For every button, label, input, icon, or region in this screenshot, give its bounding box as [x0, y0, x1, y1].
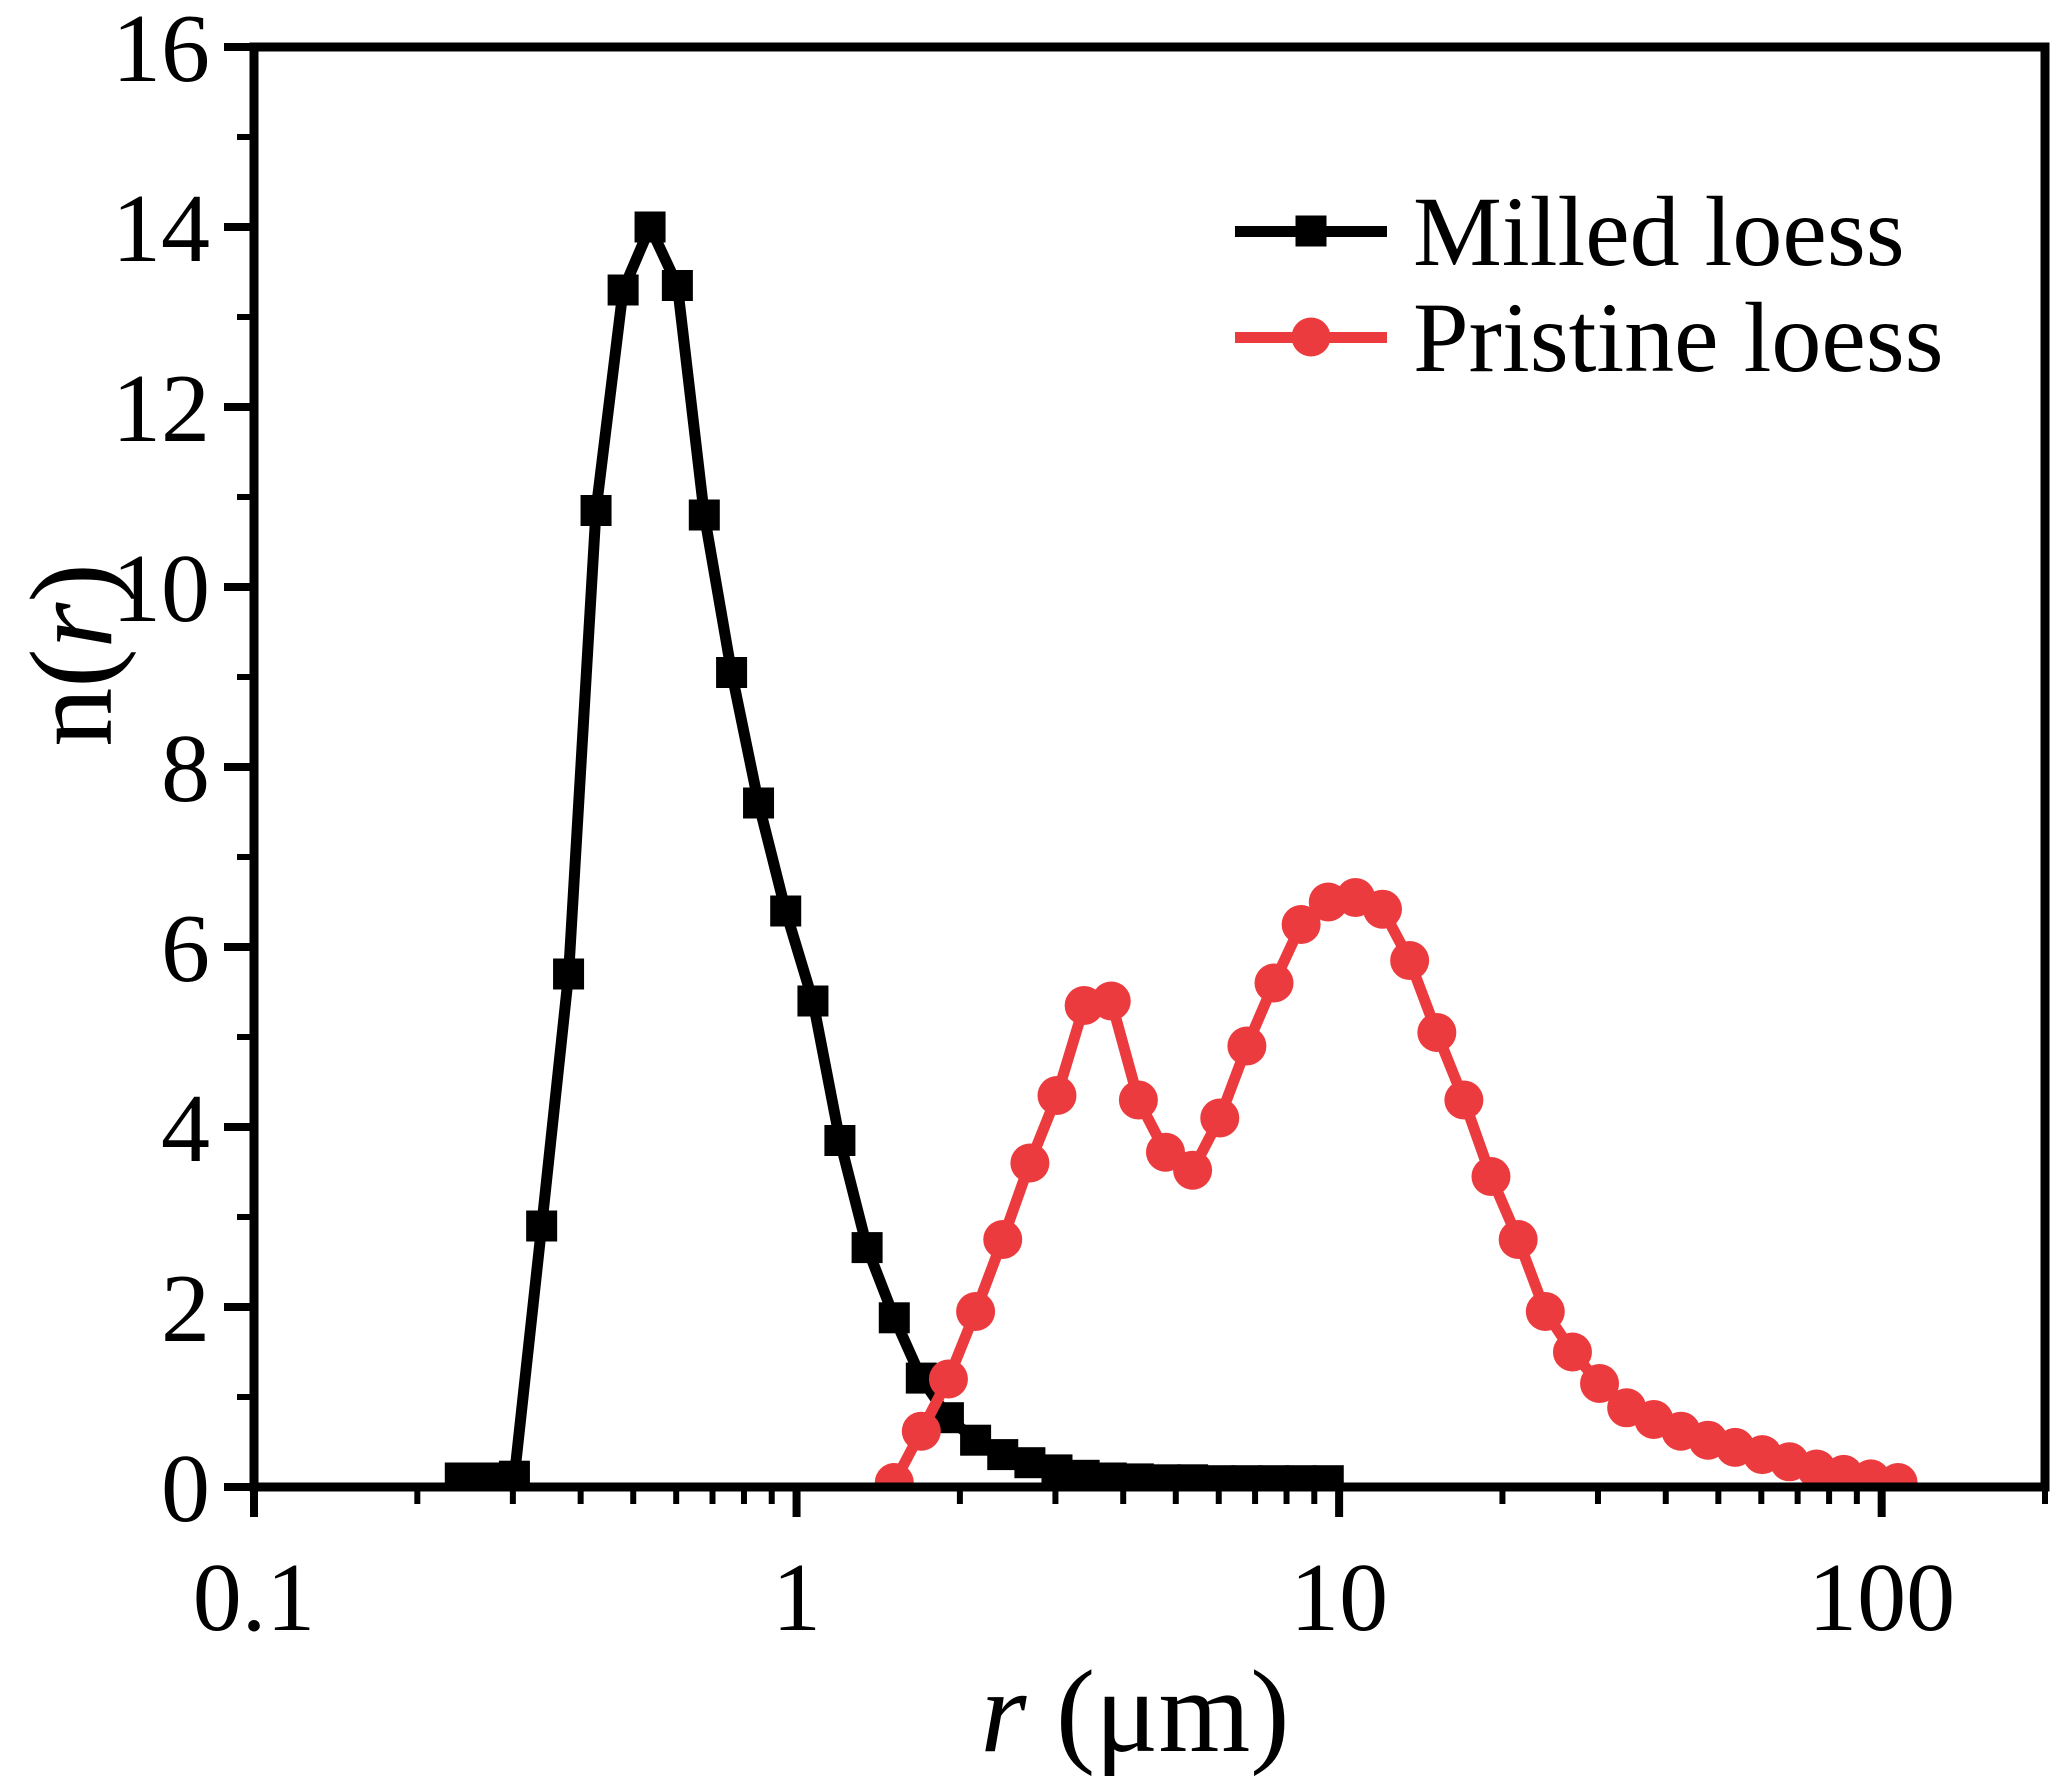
- data-point-square: [770, 895, 802, 927]
- data-point-circle: [1200, 1098, 1240, 1138]
- data-point-square: [607, 274, 639, 306]
- data-point-circle: [1091, 981, 1131, 1021]
- data-point-square: [1149, 1464, 1181, 1487]
- data-point-square: [1041, 1454, 1073, 1486]
- data-point-square: [987, 1439, 1019, 1471]
- data-point-square: [1122, 1463, 1154, 1487]
- data-point-square: [743, 787, 775, 819]
- data-point-square: [1204, 1465, 1236, 1487]
- data-point-square: [1231, 1465, 1263, 1487]
- data-point-square: [716, 657, 748, 688]
- y-tick-label: 16: [112, 0, 210, 103]
- legend-label-pristine-loess: Pristine loess: [1413, 281, 1944, 393]
- data-point-circle: [1552, 1332, 1592, 1372]
- data-point-square: [526, 1210, 558, 1242]
- legend-sample-pristine: [1235, 307, 1387, 367]
- data-point-square: [688, 499, 720, 531]
- y-axis-title-suffix: ): [6, 563, 137, 603]
- data-point-square: [824, 1125, 856, 1156]
- data-point-square: [797, 985, 829, 1017]
- data-point-circle: [1498, 1220, 1538, 1259]
- data-point-circle: [983, 1220, 1023, 1259]
- x-tick-label: 100: [1808, 1544, 1955, 1652]
- y-tick-label: 6: [161, 895, 210, 1003]
- x-axis-title-variable: r: [980, 1646, 1027, 1777]
- y-axis-title-variable: r: [6, 602, 137, 649]
- data-point-square: [1312, 1465, 1344, 1487]
- data-point-circle: [901, 1411, 941, 1451]
- legend-item-milled-loess: Milled loess: [1235, 176, 1944, 287]
- data-point-circle: [1390, 941, 1430, 980]
- data-point-circle: [1417, 1013, 1457, 1052]
- data-point-square: [878, 1302, 910, 1334]
- data-point-circle: [1173, 1150, 1213, 1190]
- y-tick-label: 10: [112, 535, 210, 643]
- y-axis-title-prefix: n(: [6, 648, 137, 747]
- data-point-square: [1014, 1447, 1046, 1479]
- legend-label-milled-loess: Milled loess: [1413, 175, 1905, 287]
- y-axis-title: n(r): [4, 563, 140, 747]
- legend: Milled loess Pristine loess: [1235, 176, 1944, 393]
- series-milled-loess: [444, 211, 1344, 1487]
- data-point-circle: [1281, 905, 1321, 944]
- data-point-circle: [1878, 1463, 1918, 1487]
- data-point-square: [580, 495, 612, 526]
- data-point-circle: [928, 1359, 968, 1399]
- data-point-circle: [1525, 1292, 1565, 1331]
- data-point-square: [1258, 1465, 1290, 1487]
- data-point-circle: [1227, 1026, 1267, 1066]
- data-point-square: [1285, 1465, 1317, 1487]
- data-point-circle: [1471, 1157, 1511, 1196]
- x-tick-label: 1: [772, 1544, 821, 1652]
- data-point-circle: [1580, 1364, 1620, 1403]
- legend-square-marker-icon: [1295, 215, 1327, 247]
- data-point-square: [851, 1232, 883, 1264]
- data-point-circle: [1010, 1143, 1050, 1183]
- data-point-circle: [874, 1463, 914, 1487]
- data-point-square: [634, 211, 666, 243]
- series-pristine-loess: [874, 878, 1918, 1487]
- legend-item-pristine-loess: Pristine loess: [1235, 282, 1944, 393]
- y-tick-label: 0: [161, 1435, 210, 1543]
- data-point-circle: [1118, 1080, 1158, 1120]
- plot-border: [249, 42, 2050, 1492]
- data-point-circle: [1254, 963, 1294, 1003]
- tick-labels: 0.1 1 10 100 0 2 4 6 8 10 12 14 16: [112, 0, 1955, 1652]
- data-point-square: [1177, 1464, 1209, 1487]
- legend-circle-marker-icon: [1291, 317, 1331, 357]
- data-point-square: [661, 270, 693, 301]
- data-point-circle: [1444, 1080, 1484, 1120]
- data-point-circle: [1037, 1076, 1077, 1115]
- data-point-square: [960, 1424, 992, 1456]
- legend-sample-milled: [1235, 201, 1387, 261]
- data-point-square: [1068, 1459, 1100, 1487]
- y-tick-label: 14: [112, 175, 210, 283]
- x-axis-title-unit: (μm): [1026, 1646, 1290, 1777]
- y-tick-label: 4: [161, 1075, 210, 1183]
- x-tick-label: 0.1: [193, 1544, 316, 1652]
- data-point-square: [553, 958, 585, 990]
- y-tick-label: 2: [161, 1255, 210, 1363]
- x-tick-label: 10: [1290, 1544, 1388, 1652]
- data-point-circle: [1362, 889, 1402, 929]
- y-tick-label: 12: [112, 355, 210, 463]
- y-tick-label: 8: [161, 715, 210, 823]
- data-point-circle: [956, 1292, 996, 1331]
- x-axis-title: r (μm): [980, 1644, 1289, 1777]
